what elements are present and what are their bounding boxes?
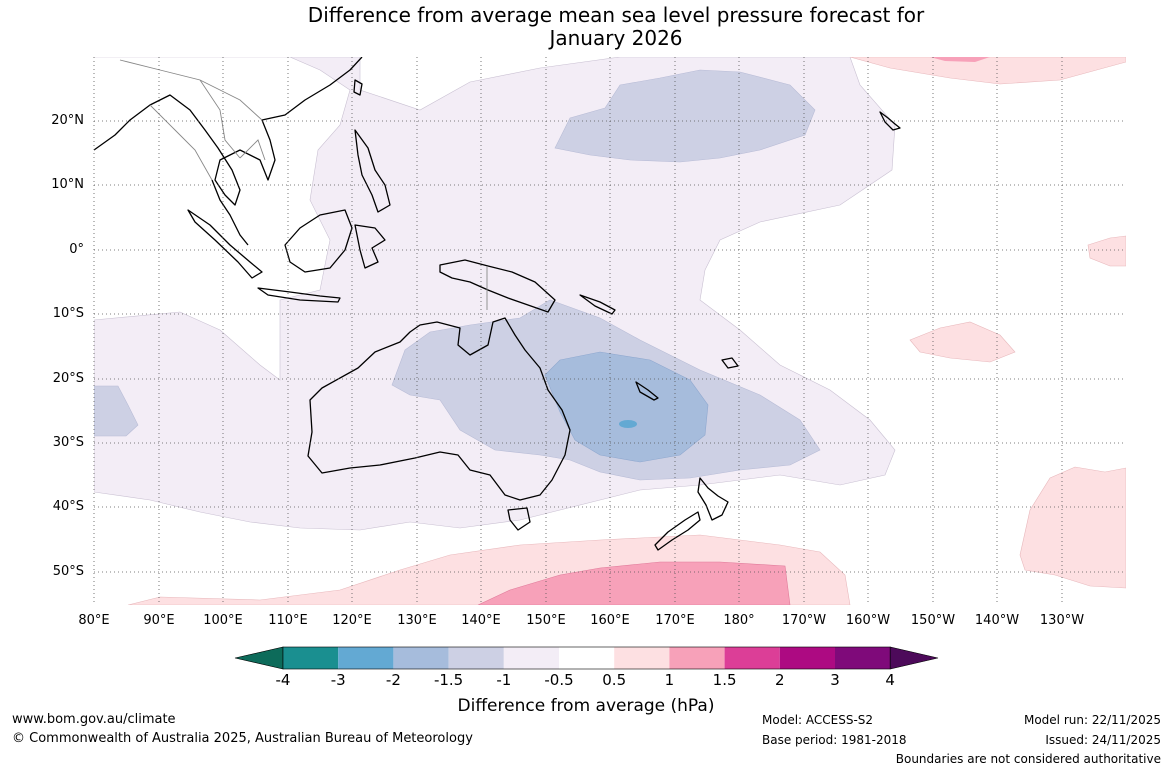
- solomon-islands-coastline: [579, 294, 616, 315]
- longitude-tick-label: 100°E: [203, 613, 243, 628]
- colorbar-tick-label: 1.5: [712, 671, 737, 689]
- colorbar-tick-label: 4: [885, 671, 895, 689]
- fiji-coastline: [721, 357, 739, 369]
- title-line-2: January 2026: [549, 26, 683, 50]
- longitude-tick-label: 140°E: [461, 613, 501, 628]
- new-zealand-south-coastline: [654, 511, 701, 551]
- colorbar-tick-label: -2: [385, 671, 401, 689]
- longitude-tick-label: 110°E: [268, 613, 308, 628]
- anomaly-region-west: [94, 385, 139, 437]
- colorbar-tick-label: -4: [275, 671, 291, 689]
- longitude-tick-label: 90°E: [143, 613, 175, 628]
- footer-issued: Issued: 24/11/2025: [1045, 733, 1161, 747]
- longitude-tick-label: 160°E: [590, 613, 630, 628]
- anomaly-region-northeast-strong: [930, 57, 990, 62]
- longitude-tick-label: 170°W: [781, 613, 827, 628]
- colorbar-tick-label: -1.5: [433, 671, 464, 689]
- title-line-1: Difference from average mean sea level p…: [307, 3, 925, 27]
- anomaly-region-north: [554, 69, 816, 163]
- colorbar-bin: [503, 647, 559, 669]
- latitude-tick-label: 40°S: [52, 499, 84, 514]
- coastlines: [94, 57, 901, 551]
- footer-website[interactable]: www.bom.gov.au/climate: [12, 712, 176, 727]
- graticule: [93, 57, 1126, 605]
- colorbar-tick-label: -0.5: [544, 671, 574, 689]
- latitude-tick-label: 0°: [69, 242, 84, 257]
- longitude-tick-label: 160°W: [845, 613, 891, 628]
- longitude-tick-label: 130°E: [397, 613, 437, 628]
- colorbar-bin: [779, 647, 835, 669]
- colorbar-title: Difference from average (hPa): [457, 696, 715, 716]
- taiwan-coastline: [353, 79, 363, 96]
- longitude-tick-label: 80°E: [78, 613, 110, 628]
- anomaly-fields: [94, 57, 1126, 605]
- colorbar: [234, 646, 939, 670]
- footer-copyright: © Commonwealth of Australia 2025, Austra…: [12, 731, 473, 746]
- anomaly-region-south-strong: [477, 561, 791, 605]
- footer-model-run: Model run: 22/11/2025: [1023, 713, 1161, 727]
- longitude-tick-label: 140°W: [974, 613, 1020, 628]
- colorbar-tick-label: 3: [830, 671, 840, 689]
- asia-mainland-coastline: [94, 57, 363, 206]
- longitude-tick-label: 180°: [723, 613, 755, 628]
- map-title: Difference from average mean sea level p…: [0, 4, 1173, 50]
- philippines-coastline: [354, 129, 391, 213]
- tasmania-coastline: [507, 507, 531, 531]
- colorbar-tick-label: -3: [330, 671, 346, 689]
- colorbar-frame: [282, 646, 891, 670]
- anomaly-region-central-pacific: [909, 321, 1016, 363]
- footer-model: Model: ACCESS-S2: [762, 713, 874, 727]
- asia-country-borders: [119, 59, 266, 181]
- colorbar-extend-max: [889, 646, 939, 670]
- java-coastline: [257, 287, 341, 303]
- sumatra-coastline: [187, 209, 263, 279]
- colorbar-tick-label: -1: [496, 671, 512, 689]
- colorbar-bin: [669, 647, 725, 669]
- longitude-tick-label: 150°W: [910, 613, 956, 628]
- latitude-tick-label: 30°S: [52, 435, 84, 450]
- anomaly-region-tasman: [544, 351, 709, 463]
- anomaly-region-southeast: [1019, 466, 1126, 589]
- anomaly-region-east-equator: [1087, 235, 1126, 267]
- latitude-tick-label: 50°S: [52, 564, 84, 579]
- footer-disclaimer: Boundaries are not considered authoritat…: [895, 752, 1161, 766]
- borders: [119, 59, 488, 310]
- australia-coastline: [307, 317, 571, 501]
- colorbar-tick-label: 0.5: [602, 671, 627, 689]
- colorbar-bin: [448, 647, 504, 669]
- longitude-tick-label: 170°E: [655, 613, 695, 628]
- latitude-tick-label: 20°S: [52, 371, 84, 386]
- colorbar-tick-label: 1: [664, 671, 675, 689]
- colorbar-bin: [283, 647, 339, 669]
- sulawesi-coastline: [354, 224, 386, 269]
- latitude-tick-label: 10°S: [52, 306, 84, 321]
- new-zealand-north-coastline: [697, 477, 729, 521]
- colorbar-tick-label: 2: [775, 671, 785, 689]
- longitude-tick-label: 120°E: [332, 613, 372, 628]
- new-caledonia-coastline: [635, 381, 659, 401]
- pressure-anomaly-map: [93, 57, 1126, 605]
- colorbar-bin: [559, 647, 615, 669]
- colorbar-bin: [724, 647, 780, 669]
- longitude-tick-label: 150°E: [526, 613, 566, 628]
- colorbar-bin: [835, 647, 891, 669]
- hawaii-coastline: [879, 111, 901, 131]
- latitude-tick-label: 20°N: [51, 113, 84, 128]
- latitude-tick-label: 10°N: [51, 177, 84, 192]
- colorbar-bin: [614, 647, 670, 669]
- borneo-coastline: [284, 209, 353, 273]
- colorbar-extend-min: [234, 646, 284, 670]
- colorbar-bin: [393, 647, 449, 669]
- longitude-tick-label: 130°W: [1039, 613, 1085, 628]
- malay-peninsula-coastline: [211, 179, 249, 246]
- colorbar-bin: [338, 647, 394, 669]
- new-guinea-coastline: [439, 259, 556, 313]
- footer-base-period: Base period: 1981-2018: [762, 733, 907, 747]
- anomaly-region-northeast: [849, 57, 1126, 85]
- anomaly-spot-dark-blue: [619, 420, 637, 428]
